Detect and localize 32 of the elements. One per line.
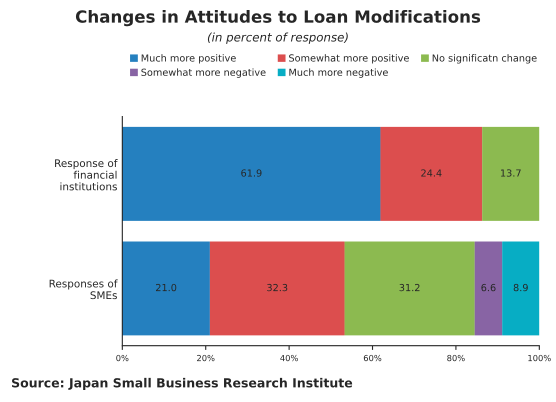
bar [122, 241, 210, 336]
data-label: 61.9 [241, 169, 262, 177]
bar [474, 241, 502, 336]
legend-label: Somewhat more positive [289, 54, 409, 64]
x-tick-label: 20% [197, 354, 215, 362]
data-label: 24.4 [421, 169, 442, 177]
data-label: 32.3 [267, 284, 288, 292]
legend-label: Much more negative [289, 68, 388, 78]
data-label: 13.7 [501, 169, 521, 177]
x-tick-label: 40% [280, 354, 298, 362]
data-label: 31.2 [400, 284, 420, 292]
data-label: 6.6 [481, 284, 496, 292]
bar [482, 126, 540, 221]
x-tick-label: 80% [447, 354, 465, 362]
legend-label: No significatn change [432, 54, 537, 64]
bar [122, 126, 380, 221]
x-tick-label: 0% [116, 354, 128, 362]
y-tick-label: Response of financial institutions [55, 159, 118, 190]
legend-label: Somewhat more negative [141, 68, 266, 78]
bar [210, 241, 345, 336]
chart-title: Changes in Attitudes to Loan Modifications [76, 10, 480, 26]
bar [502, 241, 540, 336]
legend-label: Much more positive [142, 54, 236, 64]
data-label: 8.9 [514, 284, 528, 292]
data-label: 21.0 [156, 284, 176, 292]
y-tick-label: Responses of SMEs [50, 279, 118, 300]
x-tick-label: 60% [364, 354, 382, 362]
bar [380, 126, 482, 221]
source-note: Source: Japan Small Business Research Institute [12, 378, 352, 390]
chart-subtitle: (in percent of response) [208, 32, 348, 44]
x-tick-label: 100% [528, 354, 551, 362]
bar [344, 241, 475, 336]
